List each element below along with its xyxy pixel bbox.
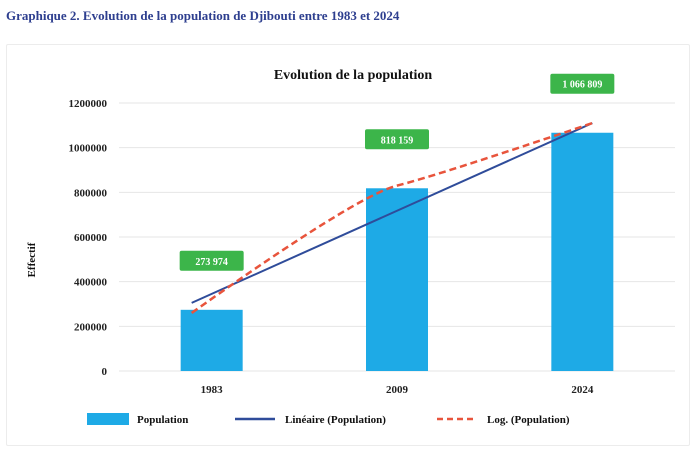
- y-tick-label: 1200000: [69, 98, 108, 110]
- y-tick-label: 200000: [74, 321, 108, 333]
- population-chart: Evolution de la population Effectif 0 200…: [26, 68, 675, 426]
- x-tick-label: 2024: [571, 384, 594, 396]
- y-tick-label: 400000: [74, 277, 108, 289]
- y-axis-ticks: 0 200000 400000 600000 800000 1000000 1200000: [69, 98, 108, 378]
- legend-label: Linéaire (Population): [285, 414, 386, 426]
- chart-container: Evolution de la population Effectif 0 200…: [6, 44, 690, 446]
- bar: [551, 132, 614, 371]
- x-axis-ticks: 1983 2009 2024: [201, 384, 594, 396]
- data-label-box: [365, 129, 429, 150]
- legend: Population Linéaire (Population) Log. (Pop…: [87, 413, 570, 426]
- data-label: 1 066 809: [550, 73, 615, 94]
- trendline-series: [190, 121, 593, 314]
- legend-item: Population: [87, 413, 188, 426]
- y-tick-label: 1000000: [69, 143, 108, 155]
- legend-item: Log. (Population): [437, 414, 570, 426]
- legend-swatch: [87, 413, 129, 425]
- data-label-text: 273 974: [195, 257, 228, 268]
- data-label-box: [179, 250, 244, 271]
- legend-label: Log. (Population): [487, 414, 570, 426]
- y-tick-label: 800000: [74, 187, 108, 199]
- linear-trendline: [191, 122, 593, 304]
- chart-title: Evolution de la population: [274, 68, 433, 83]
- data-label-box: [550, 73, 615, 94]
- x-tick-label: 1983: [201, 384, 224, 396]
- data-labels: 273 974 818 159 1 066 809: [179, 73, 615, 271]
- legend-label: Population: [137, 414, 188, 426]
- y-tick-label: 0: [102, 366, 108, 378]
- bar: [366, 188, 428, 371]
- data-label-text: 1 066 809: [562, 80, 602, 91]
- x-tick-label: 2009: [386, 384, 409, 396]
- data-label: 818 159: [365, 129, 429, 150]
- y-tick-label: 600000: [74, 232, 108, 244]
- data-label-text: 818 159: [381, 135, 414, 146]
- bar-series: [180, 132, 614, 371]
- figure-caption: Graphique 2. Evolution de la population …: [6, 8, 400, 23]
- log-trendline: [190, 121, 593, 314]
- data-label: 273 974: [179, 250, 244, 271]
- legend-item: Linéaire (Population): [235, 414, 386, 426]
- y-axis-label: Effectif: [26, 242, 38, 277]
- bar: [180, 309, 243, 371]
